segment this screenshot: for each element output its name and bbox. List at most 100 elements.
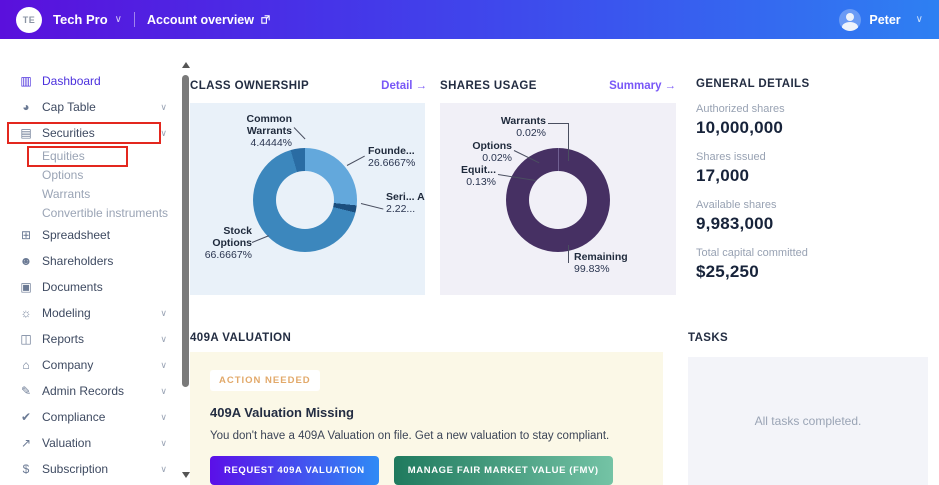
company-name[interactable]: Tech Pro [53, 12, 108, 27]
company-logo[interactable]: TE [16, 6, 42, 33]
scroll-down-icon[interactable] [182, 472, 190, 478]
stat-label: Shares issued [696, 151, 766, 163]
sidebar-item-options[interactable]: Options [0, 165, 183, 184]
request-409a-valuation-button[interactable]: REQUEST 409A VALUATION [210, 456, 379, 485]
leader-line [251, 235, 269, 243]
chevron-down-icon: ∨ [160, 307, 167, 318]
sidebar-item-equities[interactable]: Equities [0, 146, 183, 165]
sidebar-item-label: Subscription [42, 462, 109, 476]
tasks-empty-message: All tasks completed. [754, 414, 862, 428]
general-details-title: GENERAL DETAILS [696, 78, 810, 90]
sidebar-item-label: Warrants [42, 186, 91, 201]
dashboard-icon: ▥ [20, 74, 32, 88]
shares-usage-chart-panel: Warrants 0.02% Options 0.02% Equit... 0.… [440, 103, 676, 295]
stat-value: 10,000,000 [696, 118, 784, 137]
chevron-down-icon: ∨ [160, 463, 167, 474]
chevron-down-icon: ∨ [160, 127, 167, 138]
chart-label-founders: Founde... 26.6667% [368, 145, 416, 169]
general-details-section: GENERAL DETAILS Authorized shares 10,000… [696, 78, 928, 282]
sidebar-item-label: Cap Table [42, 100, 96, 114]
sidebar-scrollbar[interactable] [181, 62, 191, 478]
sidebar-item-warrants[interactable]: Warrants [0, 184, 183, 203]
class-ownership-detail-link[interactable]: Detail → [381, 80, 427, 92]
chevron-down-icon: ∨ [915, 14, 923, 25]
sidebar-item-label: Spreadsheet [42, 228, 111, 242]
spreadsheet-icon: ⊞ [20, 228, 32, 242]
sidebar-item-label: Reports [42, 332, 85, 346]
sidebar-item-documents[interactable]: ▣ Documents [0, 274, 183, 300]
sidebar-item-cap-table[interactable]: ◕ Cap Table ∨ [0, 94, 183, 120]
link-label: Summary [609, 79, 662, 92]
arrow-right-icon: → [664, 79, 677, 92]
sidebar-item-label: Shareholders [42, 254, 114, 268]
chart-label-common-warrants: Common Warrants 4.4444% [246, 113, 293, 149]
leader-line [293, 127, 306, 140]
user-menu[interactable]: Peter ∨ [839, 8, 923, 31]
stat-value: 17,000 [696, 166, 750, 185]
shares-usage-summary-link[interactable]: Summary → [609, 80, 676, 92]
shareholders-icon: ☻ [19, 254, 33, 268]
sidebar-item-admin-records[interactable]: ✎ Admin Records ∨ [0, 378, 183, 404]
stat-value: $25,250 [696, 262, 759, 281]
chevron-down-icon[interactable]: ∨ [114, 14, 122, 25]
chevron-down-icon: ∨ [160, 437, 167, 448]
stat-total-capital-committed: Total capital committed $25,250 [696, 247, 928, 282]
chart-label-equities: Equit... 0.13% [461, 164, 496, 188]
sidebar-item-convertible-instruments[interactable]: Convertible instruments [0, 203, 183, 222]
scroll-up-icon[interactable] [182, 62, 190, 68]
chevron-down-icon: ∨ [160, 359, 167, 370]
chart-label-options: Options 0.02% [472, 140, 512, 164]
tasks-title: TASKS [688, 331, 729, 344]
sidebar-item-dashboard[interactable]: ▥ Dashboard [0, 68, 183, 94]
leader-line [360, 203, 384, 210]
sidebar-item-label: Modeling [42, 306, 91, 320]
sidebar-item-label: Valuation [42, 436, 92, 450]
link-label: Detail [381, 79, 413, 92]
sidebar-item-modeling[interactable]: ☼ Modeling ∨ [0, 300, 183, 326]
securities-icon: ▤ [20, 126, 32, 140]
sidebar-item-company[interactable]: ⌂ Company ∨ [0, 352, 183, 378]
sidebar-item-compliance[interactable]: ✔ Compliance ∨ [0, 404, 183, 430]
sidebar-item-label: Dashboard [42, 74, 101, 88]
sidebar-item-subscription[interactable]: $ Subscription ∨ [0, 456, 183, 482]
valuation-icon: ↗ [20, 436, 32, 450]
sidebar-item-securities[interactable]: ▤ Securities ∨ [0, 120, 183, 146]
modeling-icon: ☼ [20, 306, 32, 320]
stat-label: Authorized shares [696, 103, 785, 115]
top-header: TE Tech Pro ∨ Account overview Peter ∨ [0, 0, 939, 39]
external-link-icon [261, 15, 270, 24]
subscription-icon: $ [22, 462, 30, 476]
chart-label-series-a: Seri... A 2.22... [386, 191, 425, 215]
tasks-panel: All tasks completed. [688, 357, 928, 485]
user-avatar-icon [839, 8, 862, 31]
reports-icon: ◫ [20, 332, 32, 346]
breadcrumb[interactable]: Account overview [147, 13, 271, 27]
valuation-409a-panel: ACTION NEEDED 409A Valuation Missing You… [190, 352, 663, 485]
stat-label: Total capital committed [696, 247, 808, 259]
shares-usage-donut-chart [506, 148, 610, 252]
manage-fmv-button[interactable]: MANAGE FAIR MARKET VALUE (FMV) [393, 456, 613, 485]
admin-records-icon: ✎ [20, 384, 32, 398]
header-divider [134, 12, 135, 27]
sidebar-item-spreadsheet[interactable]: ⊞ Spreadsheet [0, 222, 183, 248]
sidebar-item-reports[interactable]: ◫ Reports ∨ [0, 326, 183, 352]
leader-line [568, 245, 569, 263]
sidebar-item-label: Securities [42, 126, 95, 140]
action-needed-badge: ACTION NEEDED [210, 370, 320, 391]
class-ownership-title: CLASS OWNERSHIP [190, 79, 310, 92]
sidebar-item-valuation[interactable]: ↗ Valuation ∨ [0, 430, 183, 456]
chart-label-remaining: Remaining 99.83% [574, 251, 628, 275]
sidebar-item-shareholders[interactable]: ☻ Shareholders [0, 248, 183, 274]
sidebar-item-label: Equities [42, 148, 85, 163]
stat-label: Available shares [696, 199, 777, 211]
cap-table-icon: ◕ [22, 100, 30, 114]
scrollbar-thumb[interactable] [182, 75, 189, 387]
breadcrumb-label: Account overview [147, 12, 254, 27]
chevron-down-icon: ∨ [160, 101, 167, 112]
valuation-missing-heading: 409A Valuation Missing [210, 405, 355, 420]
company-icon: ⌂ [22, 358, 30, 372]
chevron-down-icon: ∨ [160, 385, 167, 396]
class-ownership-donut-chart [253, 148, 357, 252]
stat-value: 9,983,000 [696, 214, 774, 233]
sidebar-item-label: Convertible instruments [42, 205, 169, 220]
